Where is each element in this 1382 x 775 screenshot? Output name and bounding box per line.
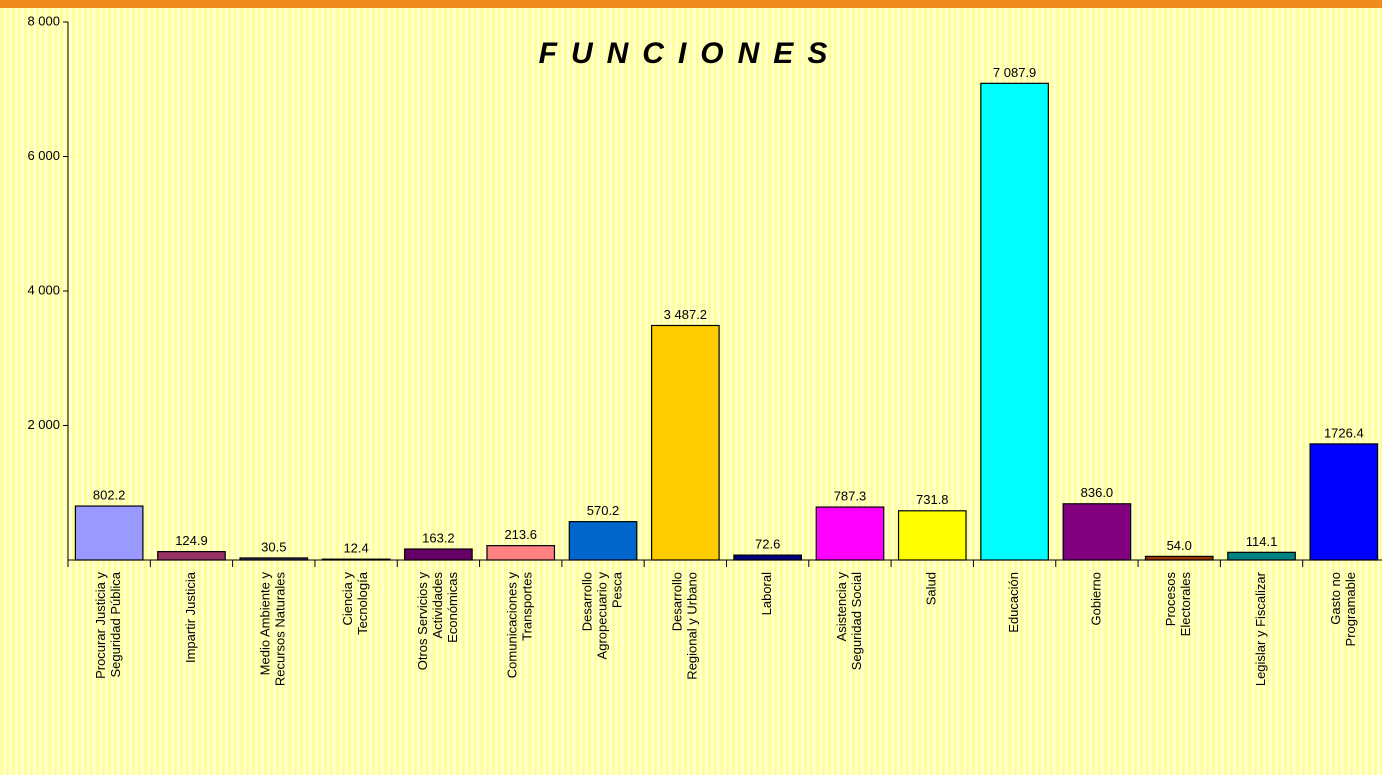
x-tick-label: Gobierno: [1088, 572, 1103, 625]
x-tick-label: Asistencia y: [834, 572, 849, 642]
value-label: 731.8: [916, 492, 949, 507]
value-label: 3 487.2: [664, 307, 707, 322]
bar: [486, 545, 556, 561]
value-label: 213.6: [504, 527, 537, 542]
x-tick-label: Comunicaciones y: [505, 572, 520, 679]
y-tick-label: 2 000: [27, 417, 60, 432]
y-tick-label: 8 000: [27, 13, 60, 28]
bar: [650, 324, 720, 561]
value-label: 787.3: [834, 488, 867, 503]
bar: [733, 554, 803, 561]
value-label: 1726.4: [1324, 425, 1364, 440]
value-label: 802.2: [93, 487, 126, 502]
x-tick-label: Laboral: [759, 572, 774, 615]
x-tick-label: Regional y Urbano: [684, 572, 699, 680]
bar: [980, 82, 1049, 561]
value-label: 7 087.9: [993, 65, 1036, 80]
bar: [568, 521, 638, 561]
chart-title: FUNCIONES: [539, 37, 842, 70]
x-tick-label: Recursos Naturales: [273, 572, 288, 687]
bar: [897, 510, 967, 561]
bar: [1144, 555, 1214, 561]
bar: [404, 548, 473, 561]
value-label: 12.4: [343, 541, 368, 556]
bar: [157, 551, 226, 561]
x-tick-label: Ciencia y: [340, 572, 355, 626]
x-tick-label: Legislar y Fiscalizar: [1253, 571, 1268, 686]
value-label: 836.0: [1081, 485, 1114, 500]
x-tick-label: Procesos: [1163, 572, 1178, 627]
x-tick-label: Otros Servicios y: [415, 572, 430, 671]
bar: [1227, 551, 1296, 561]
x-tick-label: Medio Ambiente y: [258, 572, 273, 676]
value-label: 54.0: [1167, 538, 1192, 553]
bar: [815, 506, 885, 561]
value-label: 114.1: [1246, 534, 1278, 549]
top-bar: [0, 0, 1382, 8]
value-label: 124.9: [175, 533, 208, 548]
x-tick-label: Educación: [1006, 572, 1021, 633]
bar: [1062, 503, 1132, 561]
y-tick-label: 6 000: [27, 148, 60, 163]
value-label: 163.2: [422, 530, 455, 545]
x-tick-label: Salud: [924, 572, 939, 605]
x-tick-label: Tecnología: [355, 571, 370, 635]
x-tick-label: Transportes: [520, 572, 535, 641]
x-tick-label: Actividades: [430, 572, 445, 639]
x-tick-label: Impartir Justicia: [183, 571, 198, 663]
x-tick-label: Gasto no: [1328, 572, 1343, 625]
y-tick-label: 4 000: [27, 282, 60, 297]
x-tick-label: Procurar Justicia y: [93, 572, 108, 679]
value-label: 72.6: [755, 537, 780, 552]
x-tick-label: Desarrollo: [579, 572, 594, 631]
x-tick-label: Desarrollo: [669, 572, 684, 631]
x-tick-label: Seguridad Pública: [108, 571, 123, 677]
x-tick-label: Agropecuario y: [594, 572, 609, 660]
bar: [1309, 443, 1379, 561]
value-label: 30.5: [261, 539, 286, 554]
x-tick-label: Seguridad Social: [849, 572, 864, 670]
bar: [321, 558, 391, 561]
x-tick-label: Económicas: [445, 572, 460, 643]
x-tick-label: Electorales: [1178, 572, 1193, 637]
value-label: 570.2: [587, 503, 620, 518]
x-tick-label: Programable: [1343, 572, 1358, 646]
bar: [74, 505, 144, 561]
x-tick-label: Pesca: [609, 571, 624, 608]
bar: [239, 557, 309, 561]
